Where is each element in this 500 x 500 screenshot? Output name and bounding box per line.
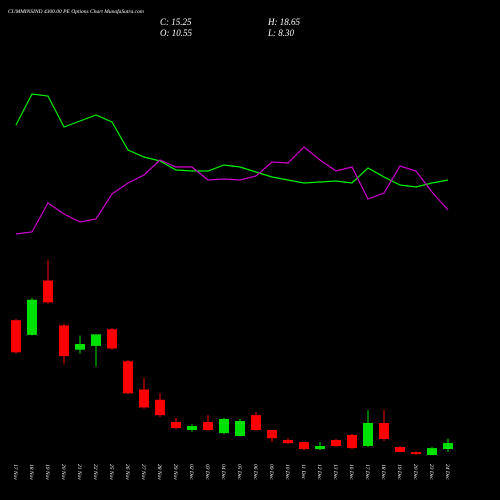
x-tick-label: 16 Dec [348, 464, 354, 480]
x-tick-label: 09 Dec [268, 464, 274, 480]
candle-body [395, 447, 405, 453]
x-tick-label: 24 Dec [444, 464, 451, 480]
candle-body [411, 452, 421, 455]
x-tick-label: 17 Nov [12, 464, 18, 480]
candle-body [123, 361, 133, 394]
low-text: L: 8.30 [267, 28, 295, 38]
candle-body [155, 399, 165, 416]
candle-body [299, 442, 309, 450]
candle-body [59, 325, 69, 357]
x-tick-label: 12 Dec [316, 464, 322, 480]
candle-body [363, 422, 373, 447]
x-tick-label: 26 Nov [124, 464, 130, 480]
candle-body [379, 422, 389, 439]
candle-body [235, 421, 245, 437]
candle-body [107, 329, 117, 349]
candle-body [331, 440, 341, 447]
x-tick-label: 29 Nov [172, 464, 178, 480]
candle-body [251, 415, 261, 430]
candle-body [187, 426, 197, 430]
candle-body [427, 448, 437, 455]
chart-title: CUMMINSIND 4300.00 PE Options Chart Muna… [8, 8, 144, 15]
indicator-line [15, 146, 449, 235]
x-tick-label: 18 Nov [28, 464, 34, 480]
x-tick-label: 22 Nov [92, 464, 98, 480]
candle-body [139, 389, 149, 408]
x-tick-label: 28 Nov [156, 464, 162, 480]
candle-body [43, 280, 53, 303]
high-text: H: 18.65 [267, 17, 300, 27]
candle-body [203, 422, 213, 430]
x-tick-label: 10 Dec [284, 464, 290, 480]
x-tick-label: 27 Nov [140, 464, 146, 480]
x-tick-label: 19 Nov [44, 464, 50, 480]
candle-body [267, 430, 277, 439]
x-tick-label: 03 Dec [204, 464, 210, 480]
indicator-line [15, 93, 449, 188]
candle-body [27, 299, 37, 335]
candle-body [171, 422, 181, 428]
x-tick-label: 13 Dec [332, 464, 338, 480]
close-text: C: 15.25 [160, 17, 192, 27]
candle-body [75, 343, 85, 350]
x-tick-label: 05 Dec [236, 464, 242, 480]
x-tick-label: 17 Dec [364, 464, 370, 480]
candle-body [219, 418, 229, 434]
x-tick-label: 11 Dec [300, 464, 306, 480]
x-tick-label: 20 Nov [60, 464, 66, 480]
candle-body [443, 443, 453, 450]
candle-body [315, 446, 325, 450]
x-tick-label: 04 Dec [220, 464, 227, 480]
candle-body [91, 334, 101, 346]
x-tick-label: 21 Nov [76, 464, 82, 480]
candle-body [11, 320, 21, 353]
x-tick-label: 19 Dec [396, 464, 402, 480]
candle-body [347, 435, 357, 449]
x-tick-label: 23 Dec [428, 464, 434, 480]
x-tick-label: 18 Dec [380, 464, 386, 480]
open-text: O: 10.55 [160, 28, 192, 38]
candle-body [283, 440, 293, 444]
x-tick-label: 06 Dec [252, 464, 258, 480]
x-tick-label: 20 Dec [412, 464, 418, 480]
x-tick-label: 25 Nov [108, 464, 114, 480]
x-tick-label: 02 Dec [188, 464, 194, 480]
